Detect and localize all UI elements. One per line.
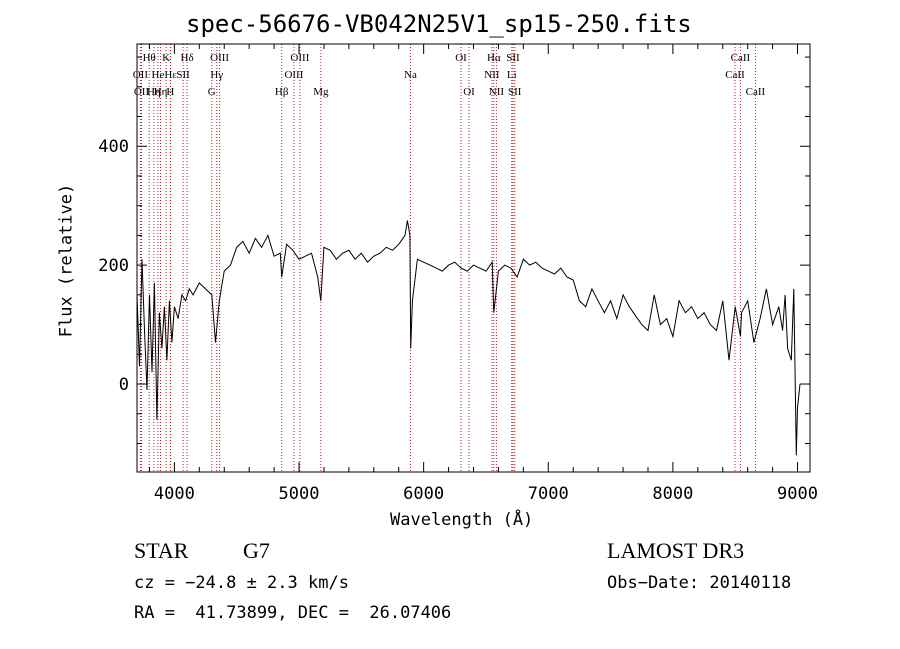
line-label: OIII xyxy=(290,52,309,64)
x-tick-label: 5000 xyxy=(279,484,320,504)
line-label: Mg xyxy=(313,86,329,98)
line-label: NII xyxy=(484,69,500,81)
line-label: OIII xyxy=(210,52,229,64)
line-label: SII xyxy=(506,52,520,64)
x-tick-label: 9000 xyxy=(777,484,818,504)
line-label: Hα xyxy=(487,52,501,64)
line-label: Hη xyxy=(154,86,168,98)
line-label: Na xyxy=(404,69,417,81)
chart-title: spec-56676-VB042N25V1_sp15-250.fits xyxy=(186,10,692,38)
line-label: Hθ xyxy=(143,52,156,64)
tick-labels: 4000 5000 6000 7000 8000 9000 0 200 400 xyxy=(98,137,818,504)
line-label: CaII xyxy=(746,86,766,98)
x-axis-label: Wavelength (Å) xyxy=(390,510,534,530)
line-label: CaII xyxy=(731,52,751,64)
y-axis-label: Flux (relative) xyxy=(56,183,77,338)
line-label: Li xyxy=(507,69,517,81)
line-label: Hη xyxy=(147,86,161,98)
line-label: G xyxy=(208,86,216,98)
line-label: OI xyxy=(463,86,475,98)
line-label: OII xyxy=(134,86,150,98)
redshift-text: cz = −24.8 ± 2.3 km/s xyxy=(134,573,349,593)
line-label: OI xyxy=(455,52,467,64)
y-tick-label: 0 xyxy=(119,375,129,395)
line-label: SII xyxy=(176,69,190,81)
plot-frame xyxy=(136,43,811,473)
axes xyxy=(136,43,811,473)
object-subclass: G7 xyxy=(243,538,270,563)
line-label: NII xyxy=(489,86,505,98)
line-label: K xyxy=(162,52,170,64)
line-label: Hε xyxy=(164,69,177,81)
y-tick-label: 200 xyxy=(98,256,129,276)
x-tick-label: 6000 xyxy=(403,484,444,504)
line-label: Hγ xyxy=(210,69,223,81)
coordinates-text: RA = 41.73899, DEC = 26.07406 xyxy=(134,603,452,623)
object-class: STAR xyxy=(134,538,189,563)
line-label: OII xyxy=(133,69,149,81)
line-label: OIII xyxy=(284,69,303,81)
x-tick-label: 8000 xyxy=(652,484,693,504)
x-tick-label: 4000 xyxy=(154,484,195,504)
y-tick-label: 400 xyxy=(98,137,129,157)
line-label: Hδ xyxy=(181,52,194,64)
spectrum-line xyxy=(136,220,801,456)
line-label: Hβ xyxy=(275,86,289,98)
x-tick-label: 7000 xyxy=(528,484,569,504)
obs-date: Obs−Date: 20140118 xyxy=(607,573,792,593)
line-label: He xyxy=(152,69,165,81)
line-label: CaII xyxy=(725,69,745,81)
line-label: SII xyxy=(508,86,522,98)
survey-name: LAMOST DR3 xyxy=(607,538,745,563)
line-label: H xyxy=(166,86,174,98)
